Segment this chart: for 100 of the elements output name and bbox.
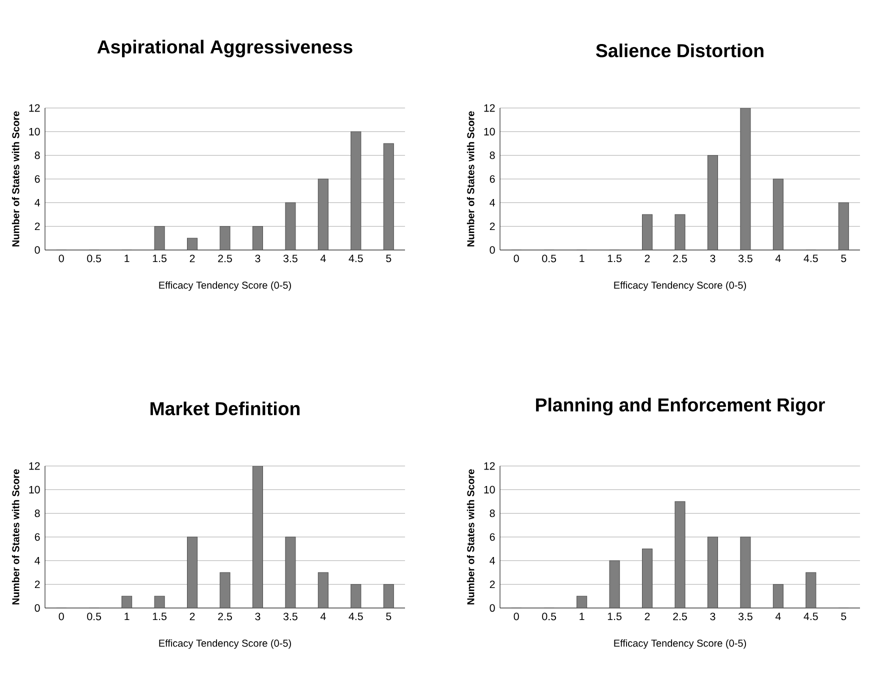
y-axis-title: Number of States with Score xyxy=(12,469,20,604)
x-tick-label: 3 xyxy=(710,254,716,262)
x-tick-label: 2.5 xyxy=(218,612,232,620)
x-axis-title: Efficacy Tendency Score (0-5) xyxy=(159,281,291,291)
x-tick-label: 1 xyxy=(580,254,584,262)
y-tick-label: 12 xyxy=(484,104,495,112)
bar xyxy=(772,178,784,250)
x-tick-label: 3 xyxy=(255,254,260,262)
y-tick-label: 8 xyxy=(34,510,40,518)
x-tick-label: 3.5 xyxy=(283,612,298,620)
x-tick-label: 0 xyxy=(58,612,64,620)
x-axis-title: Efficacy Tendency Score (0-5) xyxy=(614,639,746,649)
x-tick-label: 4.5 xyxy=(804,254,818,262)
y-tick-label: 0 xyxy=(490,246,495,254)
bar xyxy=(838,202,849,250)
bar xyxy=(707,536,718,608)
x-tick-label: 4 xyxy=(320,612,326,620)
y-tick-label: 2 xyxy=(34,580,40,588)
bar xyxy=(383,584,394,608)
x-tick-label: 3.5 xyxy=(738,254,752,262)
y-tick-label: 10 xyxy=(29,128,40,136)
bar xyxy=(350,131,362,250)
x-tick-label: 5 xyxy=(386,254,392,262)
x-tick-label: 0.5 xyxy=(87,254,102,262)
y-tick-label: 4 xyxy=(490,198,495,206)
x-tick-label: 3 xyxy=(255,612,260,620)
y-tick-label: 8 xyxy=(490,510,495,518)
y-tick-label: 2 xyxy=(490,222,495,230)
x-tick-label: 2.5 xyxy=(673,254,687,262)
y-tick-label: 8 xyxy=(490,152,495,160)
y-axis-title: Number of States with Score xyxy=(12,111,20,246)
x-tick-label: 1.5 xyxy=(608,254,622,262)
y-tick-label: 12 xyxy=(29,462,40,470)
x-tick-label: 0 xyxy=(514,612,519,620)
y-axis-title: Number of States with Score xyxy=(466,111,474,246)
bar xyxy=(772,584,784,608)
bar xyxy=(252,226,263,250)
y-tick-label: 2 xyxy=(490,580,495,588)
x-axis-title: Efficacy Tendency Score (0-5) xyxy=(614,281,746,291)
x-tick-label: 4 xyxy=(320,254,326,262)
x-tick-label: 0 xyxy=(58,254,64,262)
x-tick-label: 5 xyxy=(386,612,392,620)
x-tick-label: 0 xyxy=(514,254,519,262)
x-tick-label: 1.5 xyxy=(608,612,622,620)
chart-title: Salience Distortion xyxy=(596,44,764,58)
bar xyxy=(642,214,653,250)
bar xyxy=(642,548,653,608)
y-tick-label: 0 xyxy=(490,604,495,612)
x-tick-label: 2 xyxy=(190,254,195,262)
x-tick-label: 4 xyxy=(775,612,781,620)
x-tick-label: 3.5 xyxy=(283,254,298,262)
y-tick-label: 10 xyxy=(29,486,40,494)
y-tick-label: 12 xyxy=(484,462,495,470)
chart-title: Aspirational Aggressiveness xyxy=(97,40,352,58)
x-tick-label: 2 xyxy=(644,612,650,620)
x-tick-label: 0.5 xyxy=(87,612,102,620)
y-tick-label: 6 xyxy=(34,533,40,541)
x-tick-label: 1 xyxy=(580,612,584,620)
x-tick-label: 1 xyxy=(124,612,130,620)
x-tick-label: 0.5 xyxy=(542,612,556,620)
x-tick-label: 4.5 xyxy=(804,612,818,620)
x-axis-title: Efficacy Tendency Score (0-5) xyxy=(159,639,291,649)
y-tick-label: 12 xyxy=(29,104,40,112)
y-tick-label: 6 xyxy=(490,175,495,183)
y-tick-label: 8 xyxy=(34,152,40,160)
chart-title: Market Definition xyxy=(150,402,300,416)
x-tick-label: 5 xyxy=(841,612,846,620)
y-tick-label: 0 xyxy=(34,604,40,612)
x-tick-label: 5 xyxy=(841,254,846,262)
bar xyxy=(707,155,718,250)
x-tick-label: 2.5 xyxy=(673,612,687,620)
bar xyxy=(383,143,394,250)
bar xyxy=(187,536,198,608)
x-tick-label: 4 xyxy=(775,254,781,262)
y-tick-label: 0 xyxy=(34,246,40,254)
bar xyxy=(806,572,816,608)
y-tick-label: 6 xyxy=(34,175,40,183)
x-tick-label: 4.5 xyxy=(348,612,363,620)
bar xyxy=(318,178,328,250)
x-tick-label: 1.5 xyxy=(152,612,167,620)
y-axis-title: Number of States with Score xyxy=(466,469,474,604)
y-tick-label: 2 xyxy=(34,222,40,230)
x-tick-label: 3 xyxy=(710,612,716,620)
y-tick-label: 6 xyxy=(490,533,495,541)
x-tick-label: 3.5 xyxy=(738,612,752,620)
y-tick-label: 4 xyxy=(34,198,40,206)
x-tick-label: 2 xyxy=(190,612,195,620)
y-tick-label: 4 xyxy=(34,556,40,564)
y-tick-label: 4 xyxy=(490,556,495,564)
x-tick-label: 0.5 xyxy=(542,254,556,262)
y-tick-label: 10 xyxy=(484,128,495,136)
chart-title: Planning and Enforcement Rigor xyxy=(536,398,825,416)
bar xyxy=(252,466,263,608)
bar xyxy=(350,584,362,608)
bar xyxy=(318,572,328,608)
x-tick-label: 4.5 xyxy=(348,254,363,262)
x-tick-label: 2 xyxy=(644,254,650,262)
x-tick-label: 1.5 xyxy=(152,254,167,262)
x-tick-label: 1 xyxy=(124,254,130,262)
x-tick-label: 2.5 xyxy=(218,254,232,262)
